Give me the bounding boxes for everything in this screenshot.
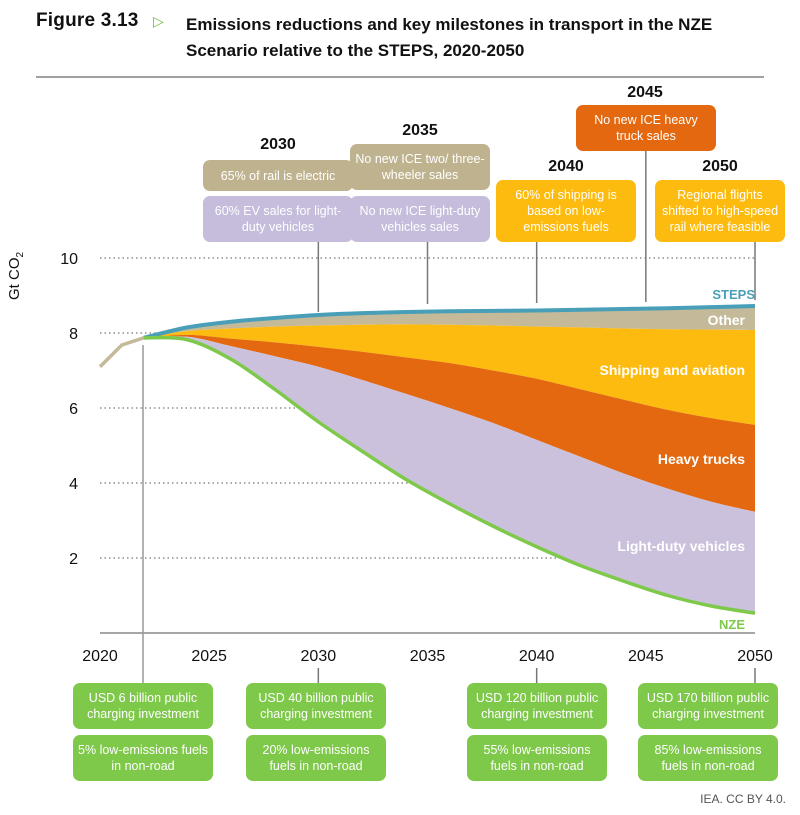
y-axis-label: Gt CO2 [6, 251, 26, 300]
milestone-box-charging-6bn: USD 6 billion public charging investment [73, 683, 213, 729]
milestone-box-fuels-20pct: 20% low-emissions fuels in non-road [246, 735, 386, 781]
milestone-year-2050: 2050 [702, 158, 738, 175]
line-nze [143, 335, 756, 615]
milestone-box-fuels-5pct: 5% low-emissions fuels in non-road [73, 735, 213, 781]
line-history [98, 336, 145, 368]
x-tick-label: 2020 [82, 648, 118, 665]
milestone-box-regional-flights: Regional flights shifted to high-speed r… [655, 180, 785, 242]
x-tick-label: 2050 [737, 648, 773, 665]
milestone-box-shipping: 60% of shipping is based on low-emission… [496, 180, 636, 242]
x-tick-label: 2035 [410, 648, 446, 665]
milestone-box-ice-light-duty: No new ICE light-duty vehicles sales [350, 196, 490, 242]
y-tick-label: 10 [60, 251, 78, 268]
band-label-shipping: Shipping and aviation [599, 362, 745, 378]
x-tick-label: 2040 [519, 648, 555, 665]
milestone-box-heavy-truck: No new ICE heavy truck sales [576, 105, 716, 151]
y-tick-label: 4 [69, 476, 78, 493]
steps-label: STEPS [712, 287, 755, 302]
nze-label: NZE [719, 617, 745, 632]
area-heavy-trucks [143, 334, 755, 512]
milestone-box-charging-120bn: USD 120 billion public charging investme… [467, 683, 607, 729]
milestone-year-2045: 2045 [627, 84, 663, 101]
band-label-other: Other [707, 312, 745, 328]
header-rule [36, 76, 764, 78]
figure-title-line1: Emissions reductions and key milestones … [186, 15, 713, 34]
area-shipping-aviation [143, 324, 755, 425]
x-tick-label: 2025 [191, 648, 227, 665]
x-tick-label: 2045 [628, 648, 664, 665]
y-tick-label: 6 [69, 401, 78, 418]
x-tick-label: 2030 [301, 648, 337, 665]
milestone-box-two-three-wheeler: No new ICE two/ three-wheeler sales [350, 144, 490, 190]
milestone-box-fuels-55pct: 55% low-emissions fuels in non-road [467, 735, 607, 781]
credit: IEA. CC BY 4.0. [700, 792, 786, 806]
figure-arrow-icon: ▷ [153, 13, 164, 29]
figure-title-line2: Scenario relative to the STEPS, 2020-205… [186, 41, 525, 60]
line-steps [143, 304, 756, 340]
milestone-year-2035: 2035 [402, 122, 438, 139]
area-other [143, 306, 755, 338]
band-label-light-duty: Light-duty vehicles [617, 538, 745, 554]
milestone-box-ev-sales: 60% EV sales for light-duty vehicles [203, 196, 353, 242]
milestone-year-2040: 2040 [548, 158, 584, 175]
milestone-box-fuels-85pct: 85% low-emissions fuels in non-road [638, 735, 778, 781]
milestone-box-rail: 65% of rail is electric [203, 160, 353, 191]
figure-title: Emissions reductions and key milestones … [186, 12, 786, 64]
milestone-year-2030: 2030 [260, 136, 296, 153]
band-label-heavy-trucks: Heavy trucks [657, 451, 745, 467]
y-tick-label: 8 [69, 326, 78, 343]
milestone-box-charging-170bn: USD 170 billion public charging investme… [638, 683, 778, 729]
milestone-box-charging-40bn: USD 40 billion public charging investmen… [246, 683, 386, 729]
y-tick-label: 2 [69, 551, 78, 568]
figure-label: Figure 3.13 [36, 10, 139, 31]
